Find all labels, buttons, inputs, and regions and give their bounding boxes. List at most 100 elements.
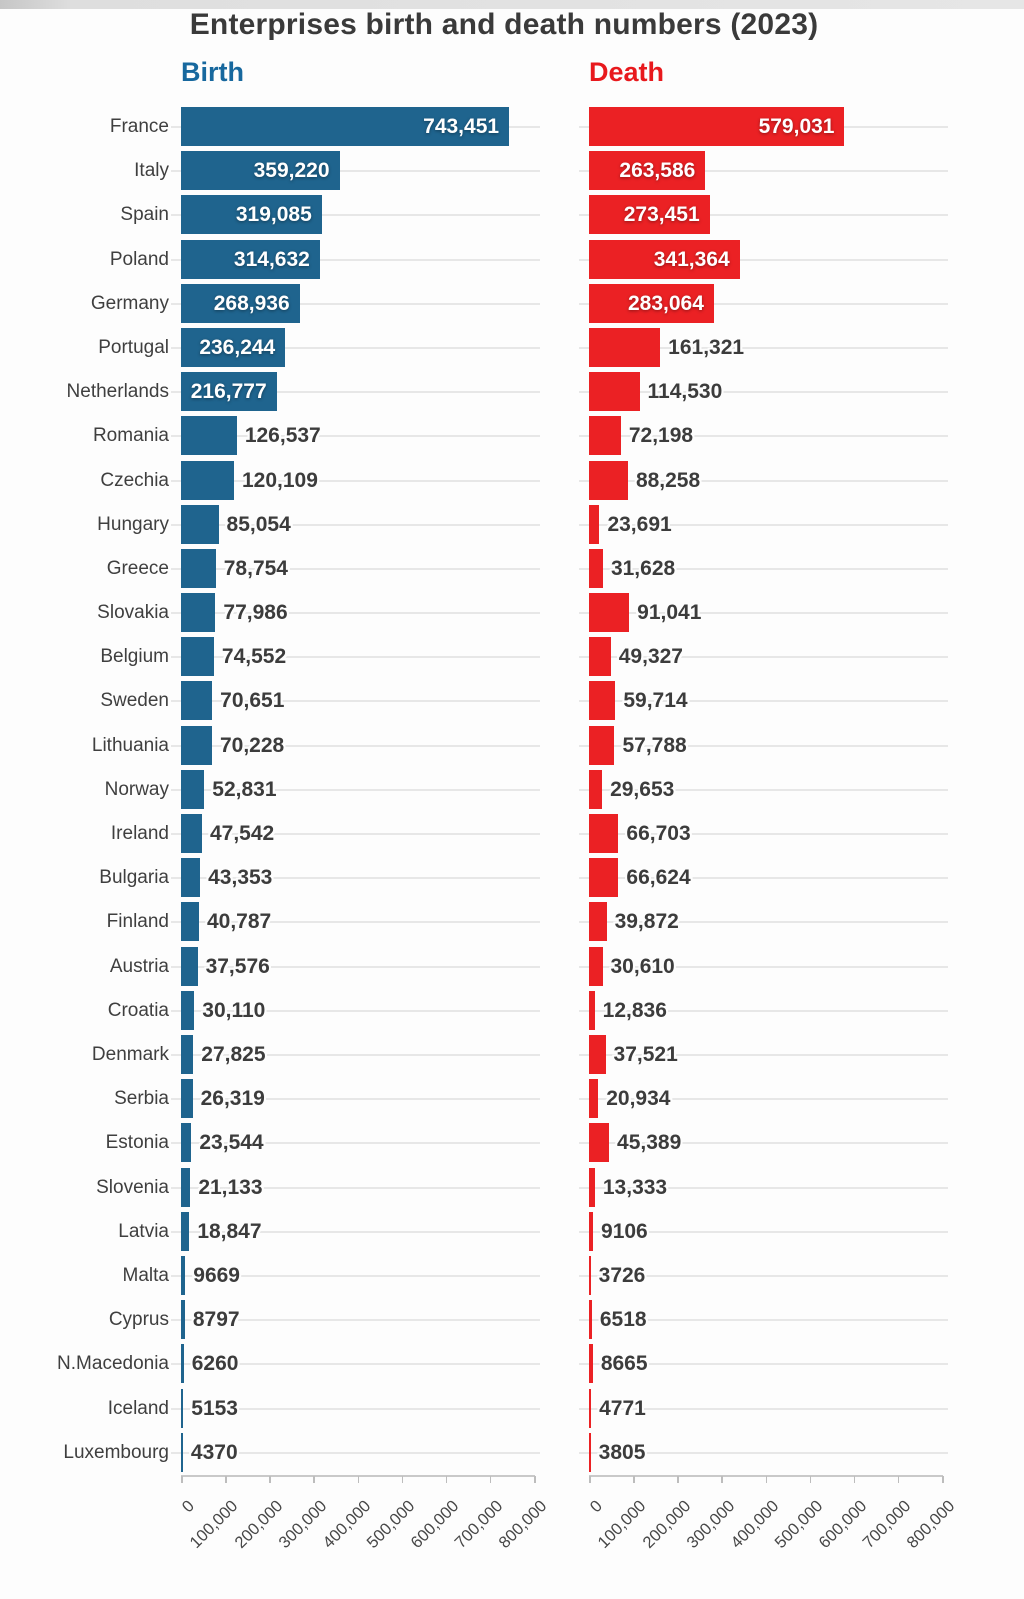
- value-label: 18,847: [197, 1219, 262, 1243]
- bar-death: [589, 1432, 591, 1472]
- bar-birth: [181, 416, 237, 456]
- row-gridline: [579, 302, 948, 305]
- row-gridline: [579, 1098, 948, 1101]
- chart-title: Enterprises birth and death numbers (202…: [189, 8, 819, 41]
- x-axis-tick: [313, 1476, 315, 1483]
- row-gridline: [579, 391, 948, 394]
- bar-death: [589, 725, 615, 765]
- category-label: Bulgaria: [99, 867, 169, 889]
- row-gridline: [171, 346, 540, 349]
- category-label: Greece: [106, 557, 169, 579]
- bar-birth: [181, 858, 201, 898]
- value-label: 6518: [599, 1308, 647, 1332]
- row-gridline: [171, 833, 540, 836]
- category-label: Hungary: [97, 513, 169, 535]
- chart-row: 273,451: [579, 193, 948, 237]
- chart-row: Austria 37,576: [110, 945, 540, 989]
- bar-birth: [181, 372, 277, 412]
- death-panel-header: Death: [589, 57, 665, 87]
- bar-death: [589, 195, 710, 235]
- chart-row: Malta 9669: [123, 1254, 540, 1298]
- chart-row: 3726: [579, 1254, 948, 1298]
- chart-row: 9106: [579, 1210, 948, 1254]
- value-label: 126,537: [244, 424, 321, 448]
- value-label: 13,333: [602, 1175, 668, 1199]
- value-label: 66,703: [626, 822, 691, 846]
- x-axis-tick: [534, 1476, 536, 1483]
- bar-death: [589, 283, 714, 323]
- value-label: 273,451: [623, 203, 700, 227]
- value-label: 8665: [600, 1352, 648, 1376]
- bar-death: [589, 239, 740, 279]
- x-axis-tick: [765, 1476, 767, 1483]
- x-axis-tick: [809, 1476, 812, 1483]
- value-label: 59,714: [623, 689, 688, 713]
- category-label: Romania: [92, 425, 169, 447]
- bar-birth: [181, 725, 212, 765]
- value-label: 283,064: [627, 291, 704, 315]
- death-chart-plot: 579,031 263,586 273,451 341,364 283,064 161,3…: [579, 105, 959, 1552]
- chart-row: 263,586: [579, 149, 948, 193]
- value-label: 161,321: [668, 335, 745, 359]
- x-axis-tick-label: 500,000: [363, 1497, 419, 1552]
- bar-death: [589, 1079, 599, 1119]
- row-gridline: [579, 965, 948, 968]
- x-axis-tick-label: 200,000: [639, 1497, 694, 1552]
- category-label: Poland: [109, 248, 169, 270]
- category-label: N.Macedonia: [57, 1353, 169, 1375]
- row-gridline: [171, 1230, 540, 1233]
- chart-row: N.Macedonia 6260: [57, 1342, 540, 1386]
- category-label: France: [109, 116, 169, 137]
- chart-row: 45,389: [579, 1121, 948, 1165]
- value-label: 114,530: [647, 380, 723, 404]
- row-gridline: [171, 258, 540, 261]
- value-label: 49,327: [618, 645, 683, 669]
- chart-row: Italy 359,220: [134, 149, 540, 193]
- bar-birth: [181, 460, 234, 500]
- bar-death: [589, 327, 661, 367]
- birth-chart-plot: France 743,451 Italy 359,220 Spain 319,085 Pol…: [57, 105, 551, 1552]
- value-label: 39,872: [614, 910, 679, 934]
- chart-row: 161,321: [579, 326, 948, 370]
- category-label: Ireland: [110, 823, 169, 845]
- chart-row: 283,064: [579, 282, 948, 326]
- bar-birth: [181, 1123, 192, 1163]
- bar-birth: [181, 637, 214, 677]
- row-gridline: [579, 1274, 948, 1277]
- x-axis-line: [589, 1475, 943, 1477]
- value-label: 4370: [190, 1440, 238, 1464]
- chart-row: 29,653: [579, 768, 948, 812]
- value-label: 5153: [191, 1396, 238, 1420]
- birth-panel-header: Birth: [181, 57, 244, 87]
- row-gridline: [171, 1142, 540, 1145]
- value-label: 3805: [598, 1440, 646, 1464]
- row-gridline: [579, 833, 948, 836]
- x-axis-tick: [445, 1476, 448, 1483]
- bar-death: [589, 1211, 594, 1251]
- value-label: 66,624: [626, 866, 691, 890]
- chart-row: Luxembourg 4370: [63, 1431, 540, 1475]
- row-gridline: [171, 1274, 540, 1277]
- value-label: 20,934: [606, 1087, 671, 1111]
- row-gridline: [171, 1451, 540, 1454]
- bar-death: [589, 1255, 591, 1295]
- value-label: 47,542: [209, 822, 275, 846]
- value-label: 88,258: [635, 468, 701, 492]
- bar-death: [589, 681, 616, 721]
- category-label: Norway: [104, 778, 169, 800]
- value-label: 26,319: [200, 1087, 265, 1111]
- category-label: Finland: [106, 911, 169, 933]
- row-gridline: [171, 965, 540, 968]
- chart-row: Slovakia 77,986: [97, 591, 540, 635]
- row-gridline: [579, 1319, 948, 1322]
- bar-death: [589, 814, 619, 854]
- value-label: 72,198: [628, 424, 694, 448]
- chart-row: Slovenia 21,133: [96, 1166, 540, 1210]
- x-axis-tick-label: 0: [178, 1497, 198, 1517]
- chart-row: Finland 40,787: [107, 900, 540, 944]
- category-label: Slovakia: [97, 602, 169, 624]
- row-gridline: [579, 921, 948, 924]
- bar-death: [589, 372, 640, 412]
- value-label: 45,389: [617, 1131, 682, 1155]
- row-gridline: [579, 1053, 948, 1056]
